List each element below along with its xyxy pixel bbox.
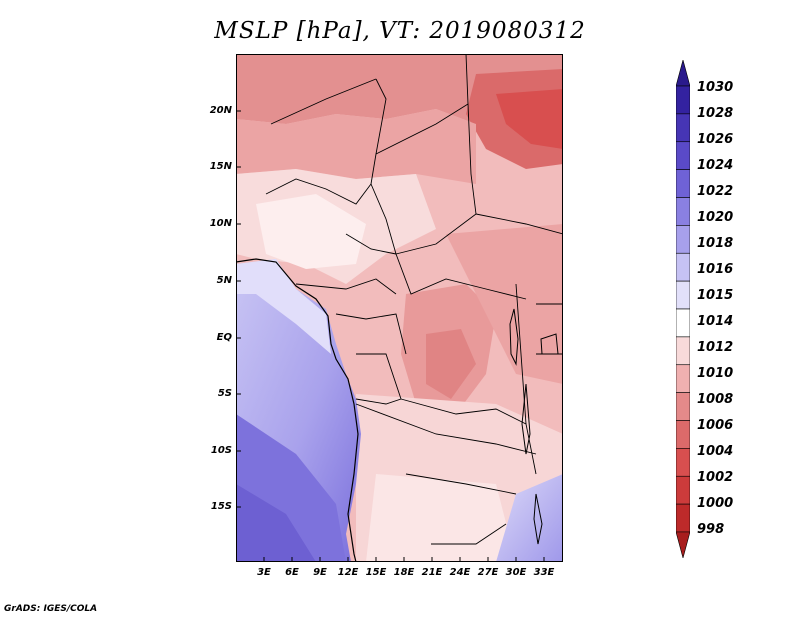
colorbar-label-998: 998 [697, 522, 725, 537]
lakes [509, 308, 559, 545]
lon-label-18e: 18E [393, 567, 415, 578]
pressure-basin-core [426, 329, 476, 399]
colorbar-label-1014: 1014 [697, 314, 734, 329]
colorbar-cell [676, 364, 690, 393]
lon-label-27e: 27E [477, 567, 499, 578]
lat-label-10n: 10N [209, 218, 232, 229]
lon-label-12e: 12E [337, 567, 359, 578]
lake-tanganyika [521, 383, 531, 455]
map-canvas [236, 54, 563, 562]
map-title: MSLP [hPa], VT: 2019080312 [214, 18, 586, 44]
colorbar-cell [676, 225, 690, 254]
colorbar-cell [676, 448, 690, 477]
lon-label-15e: 15E [365, 567, 387, 578]
colorbar-label-1015: 1015 [697, 288, 734, 303]
colorbar-label-1030: 1030 [697, 80, 734, 95]
lon-label-6e: 6E [285, 567, 299, 578]
grads-credit: GrADS: IGES/COLA [4, 604, 98, 614]
colorbar-cell [676, 531, 690, 558]
colorbar-cell [676, 169, 690, 198]
lat-label-20n: 20N [209, 105, 232, 116]
lat-label-5s: 5S [217, 388, 232, 399]
ocean-band-nearshore [236, 259, 331, 354]
colorbar [676, 60, 690, 558]
lake-malawi [533, 493, 543, 545]
colorbar-cell [676, 141, 690, 170]
axis-ticks [236, 110, 545, 562]
southeast-high-pressure [496, 474, 563, 562]
lon-label-9e: 9E [313, 567, 327, 578]
lon-label-33e: 33E [533, 567, 555, 578]
lon-label-24e: 24E [449, 567, 471, 578]
colorbar-label-1018: 1018 [697, 236, 734, 251]
colorbar-cell [676, 475, 690, 505]
colorbar-label-1024: 1024 [697, 158, 734, 173]
colorbar-label-1026: 1026 [697, 132, 734, 147]
colorbar-cell [676, 336, 690, 366]
coastline [236, 258, 359, 562]
lake-victoria [540, 333, 559, 355]
mslp-map [236, 54, 563, 562]
colorbar-cells [676, 60, 690, 558]
lake-albert-edward [509, 308, 519, 366]
lat-label-5n: 5N [216, 275, 232, 286]
colorbar-cell [676, 85, 690, 115]
lat-label-eq: EQ [216, 332, 232, 343]
country-borders [265, 54, 563, 545]
pressure-band-east [446, 224, 563, 384]
colorbar-cell [676, 392, 690, 421]
lat-label-15s: 15S [210, 501, 232, 512]
lon-label-30e: 30E [505, 567, 527, 578]
colorbar-label-1006: 1006 [697, 418, 734, 433]
pressure-band-sahel [236, 109, 476, 184]
colorbar-label-1002: 1002 [697, 470, 734, 485]
lat-label-10s: 10S [210, 445, 232, 456]
colorbar-cell [676, 503, 690, 533]
lon-label-3e: 3E [257, 567, 271, 578]
colorbar-label-1010: 1010 [697, 366, 734, 381]
colorbar-cell [676, 252, 690, 282]
low-pressure-core [496, 89, 563, 149]
ocean-band-southwest [236, 484, 316, 562]
colorbar-label-1020: 1020 [697, 210, 734, 225]
colorbar-label-1000: 1000 [697, 496, 734, 511]
colorbar-label-1004: 1004 [697, 444, 734, 459]
colorbar-label-1022: 1022 [697, 184, 734, 199]
colorbar-cell [676, 420, 690, 449]
colorbar-cell [676, 280, 690, 310]
pressure-high-south [366, 474, 516, 562]
colorbar-cell [676, 308, 690, 338]
colorbar-cell [676, 60, 690, 87]
colorbar-label-1008: 1008 [697, 392, 734, 407]
lon-label-21e: 21E [421, 567, 443, 578]
pressure-high-west [256, 194, 366, 269]
colorbar-label-1012: 1012 [697, 340, 734, 355]
colorbar-cell [676, 113, 690, 143]
colorbar-label-1028: 1028 [697, 106, 734, 121]
colorbar-cell [676, 197, 690, 226]
colorbar-label-1016: 1016 [697, 262, 734, 277]
map-frame [236, 54, 563, 562]
lat-label-15n: 15N [209, 161, 232, 172]
